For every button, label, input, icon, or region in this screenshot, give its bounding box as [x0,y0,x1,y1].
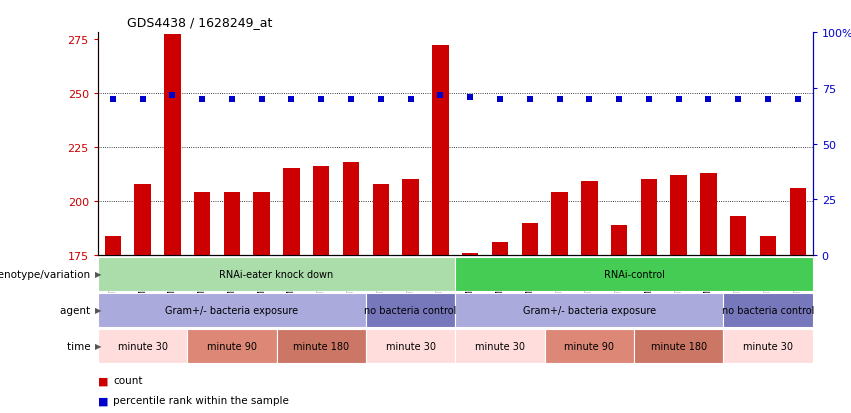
Text: ▶: ▶ [95,306,102,315]
Point [315,97,328,103]
Bar [551,193,568,255]
Bar [581,182,597,255]
Point [672,97,686,103]
Bar [283,169,300,255]
Text: GDS4438 / 1628249_at: GDS4438 / 1628249_at [128,16,272,29]
Bar [98,329,187,363]
Text: time: time [66,341,94,351]
Text: minute 180: minute 180 [651,341,706,351]
Text: percentile rank within the sample: percentile rank within the sample [113,396,289,406]
Point [493,97,506,103]
Bar [98,257,455,291]
Text: minute 90: minute 90 [207,341,257,351]
Point [136,97,150,103]
Bar [224,193,240,255]
Bar [366,293,455,327]
Point [553,97,567,103]
Point [374,97,387,103]
Bar [134,184,151,255]
Bar [545,329,634,363]
Bar [455,257,813,291]
Bar [730,216,746,255]
Point [255,97,269,103]
Bar [277,329,366,363]
Text: minute 30: minute 30 [386,341,436,351]
Bar [611,225,627,255]
Text: minute 30: minute 30 [475,341,525,351]
Text: RNAi-control: RNAi-control [603,269,665,279]
Point [196,97,209,103]
Bar [492,242,508,255]
Text: count: count [113,375,143,386]
Bar [343,163,359,255]
Bar [671,176,687,255]
Point [523,97,536,103]
Text: Gram+/- bacteria exposure: Gram+/- bacteria exposure [523,305,656,315]
Text: agent: agent [60,305,94,315]
Bar [760,236,776,255]
Bar [366,329,455,363]
Bar [187,329,277,363]
Point [106,97,119,103]
Text: ■: ■ [98,396,108,406]
Bar [194,193,210,255]
Bar [403,180,419,255]
Text: no bacteria control: no bacteria control [364,305,457,315]
Bar [522,223,538,255]
Text: RNAi-eater knock down: RNAi-eater knock down [220,269,334,279]
Bar [634,329,723,363]
Bar [462,253,478,255]
Text: ▶: ▶ [95,270,102,279]
Point [582,97,596,103]
Point [433,92,448,99]
Bar [455,329,545,363]
Bar [105,236,121,255]
Text: minute 30: minute 30 [117,341,168,351]
Text: Gram+/- bacteria exposure: Gram+/- bacteria exposure [165,305,299,315]
Bar [790,188,806,255]
Bar [723,329,813,363]
Bar [700,173,717,255]
Text: ▶: ▶ [95,342,102,351]
Point [701,97,715,103]
Point [463,94,477,101]
Text: minute 90: minute 90 [564,341,614,351]
Bar [98,293,366,327]
Text: minute 180: minute 180 [294,341,349,351]
Point [403,97,417,103]
Text: genotype/variation: genotype/variation [0,269,94,279]
Bar [723,293,813,327]
Bar [432,46,448,255]
Bar [313,167,329,255]
Bar [455,293,723,327]
Point [642,97,655,103]
Point [731,97,745,103]
Text: no bacteria control: no bacteria control [722,305,814,315]
Point [165,92,179,99]
Bar [373,184,389,255]
Point [225,97,238,103]
Point [344,97,357,103]
Point [791,97,805,103]
Bar [254,193,270,255]
Point [284,97,298,103]
Bar [641,180,657,255]
Point [761,97,774,103]
Text: ■: ■ [98,375,108,386]
Point [612,97,625,103]
Text: minute 30: minute 30 [743,341,793,351]
Bar [164,35,180,255]
